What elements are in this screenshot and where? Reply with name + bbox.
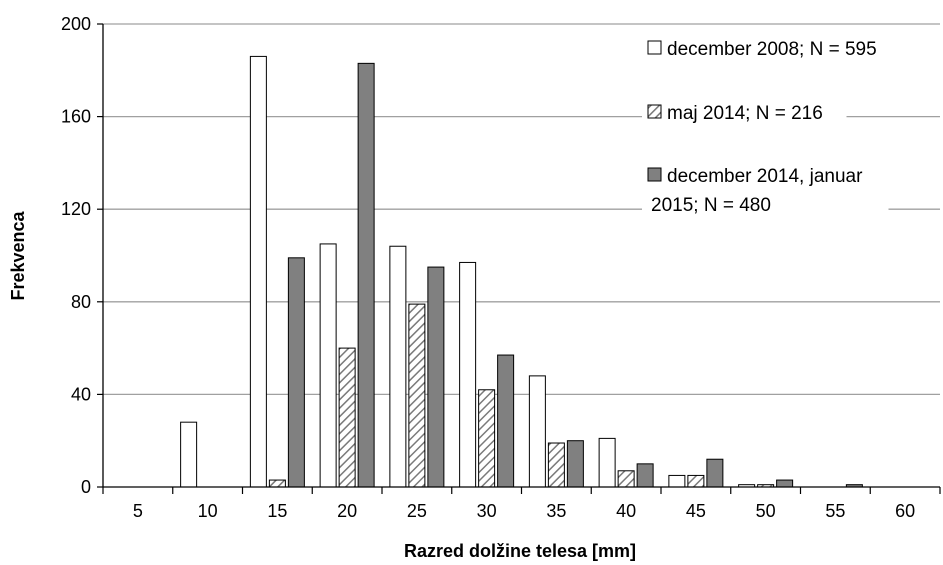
y-tick-label: 160 [61,107,91,127]
legend-background [642,36,899,68]
bar-20-series-1 [319,243,337,488]
y-tick-label: 120 [61,199,91,219]
x-tick-label: 25 [407,501,427,521]
bar-30-series-1 [459,261,477,488]
legend-swatch-series-2 [647,104,662,119]
bar-40-series-1 [598,437,616,488]
bar-25-series-2 [408,303,426,488]
y-tick-label: 0 [81,477,91,497]
bar-15-series-3 [287,257,305,488]
x-tick-labels: 5 10 15 20 25 30 35 40 45 50 55 60 [102,487,941,521]
y-tick-label: 200 [61,14,91,34]
bar-50-series-3 [776,479,794,488]
x-tick-label: 20 [337,501,357,521]
bar-15-series-1 [249,55,267,488]
bar-20-series-2 [338,347,356,488]
bar-30-series-3 [497,354,515,488]
y-tick-label: 80 [71,292,91,312]
legend-label-series-1: december 2008; N = 595 [667,39,877,60]
legend-label-series-3: december 2014, januar [667,166,863,187]
bar-25-series-1 [389,245,407,488]
bar-45-series-2 [687,474,705,488]
x-tick-label: 55 [825,501,845,521]
x-tick-label: 10 [198,501,218,521]
y-tick-labels: 0 40 80 120 160 200 [61,14,103,497]
bar-35-series-1 [528,375,546,488]
bar-25-series-3 [427,266,445,488]
legend: december 2008; N = 595 maj 2014; N = 216 d… [642,36,899,223]
x-tick-label: 60 [895,501,915,521]
legend-background [642,100,847,132]
y-axis-title: Frekvenca [8,210,28,300]
legend-label-series-3: 2015; N = 480 [651,195,771,216]
bar-45-series-3 [706,458,724,488]
bar-10-series-1 [180,421,198,488]
legend-label-series-2: maj 2014; N = 216 [667,103,823,124]
bar-35-series-2 [547,442,565,488]
x-tick-label: 35 [546,501,566,521]
axes [102,24,940,488]
x-tick-label: 30 [477,501,497,521]
legend-swatch-series-1 [647,40,662,55]
y-tick-label: 40 [71,384,91,404]
x-tick-label: 15 [267,501,287,521]
bar-40-series-2 [617,470,635,488]
bar-45-series-1 [668,474,686,488]
bar-40-series-3 [636,463,654,488]
x-tick-label: 45 [686,501,706,521]
x-axis-title: Razred dolžine telesa [mm] [404,541,636,561]
bar-15-series-2 [268,479,286,488]
x-tick-label: 5 [133,501,143,521]
bar-20-series-3 [357,62,375,488]
bar-30-series-2 [478,389,496,488]
x-tick-label: 50 [756,501,776,521]
bar-35-series-3 [566,440,584,488]
legend-background [642,163,889,223]
legend-swatch-series-3 [647,167,662,182]
x-tick-label: 40 [616,501,636,521]
